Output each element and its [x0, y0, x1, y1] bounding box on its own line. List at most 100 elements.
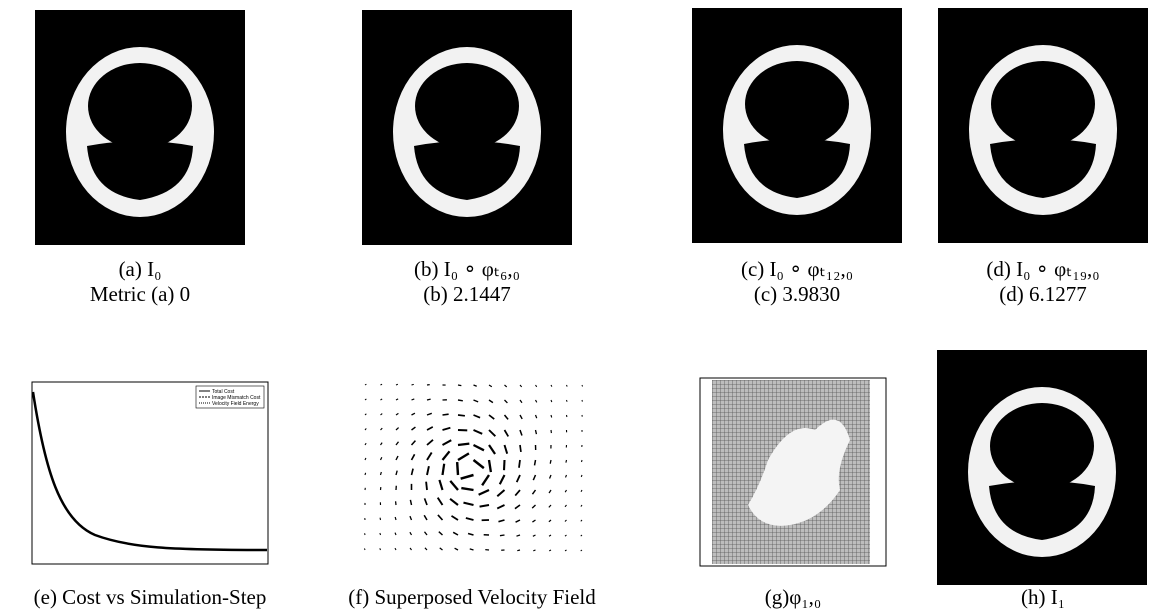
arrow [551, 400, 552, 402]
arrow [443, 464, 445, 475]
arrow [381, 384, 383, 385]
arrow [533, 535, 536, 536]
caption: (c) I₀ ∘ φₜ₁₂,₀ [741, 257, 853, 281]
arrow [536, 400, 537, 402]
arrow [395, 548, 396, 550]
arrow [520, 430, 522, 435]
arrow [412, 427, 416, 430]
arrow [520, 445, 521, 452]
arrow [520, 385, 522, 387]
arrow [515, 490, 520, 496]
arrow [427, 427, 433, 430]
arrow [410, 548, 411, 550]
arrow [532, 505, 535, 508]
cost-plot: Total Cost Image Mismatch Cost Velocity … [32, 382, 268, 564]
arrow [425, 498, 427, 505]
arrow [550, 475, 551, 479]
arrow [443, 414, 449, 415]
caption: (e) Cost vs Simulation-Step [34, 585, 267, 609]
arrow [381, 414, 383, 415]
caption: (g)φ₁,₀ [765, 585, 822, 609]
arrow [520, 400, 522, 403]
arrow [396, 413, 398, 415]
arrow [380, 548, 381, 550]
arrow [427, 452, 432, 460]
caption: (b) I₀ ∘ φₜ₆,₀ [414, 257, 520, 281]
arrow [500, 475, 505, 484]
arrow [443, 451, 450, 460]
arrow [365, 443, 366, 445]
arrow [565, 550, 566, 551]
arrow [412, 413, 415, 415]
arrow [458, 400, 463, 401]
image-c [692, 8, 902, 243]
arrow [516, 535, 520, 536]
arrow [466, 518, 474, 520]
arrow [505, 385, 507, 387]
arrow [489, 460, 491, 472]
arrow [438, 515, 443, 520]
arrow [410, 532, 412, 535]
arrow [505, 430, 509, 436]
arrow [426, 482, 427, 490]
arrow [517, 550, 520, 551]
arrow [458, 453, 469, 460]
arrow [567, 385, 568, 387]
arrow [440, 548, 443, 550]
arrow [505, 415, 509, 419]
arrow [450, 499, 458, 505]
metric: (b) 2.1447 [423, 282, 511, 306]
arrow [482, 475, 489, 485]
arrow [565, 490, 566, 492]
arrow [381, 428, 383, 430]
arrow [532, 490, 535, 494]
arrow [520, 415, 522, 419]
figure: (a) I₀ Metric (a) 0 (b) I₀ ∘ φₜ₆,₀ (b) 2… [0, 0, 1165, 612]
arrow [468, 533, 473, 535]
arrow [396, 399, 398, 400]
arrow [489, 415, 494, 419]
arrow [381, 399, 383, 400]
arrow [424, 532, 427, 535]
arrow [551, 415, 552, 418]
arrow [381, 472, 382, 475]
arrow [532, 520, 535, 522]
arrow [365, 473, 366, 475]
arrow [505, 400, 508, 403]
arrow [365, 458, 366, 460]
arrow [549, 550, 551, 551]
arrow [412, 399, 415, 400]
arrow [474, 430, 483, 434]
arrow [474, 460, 484, 468]
arrow [450, 481, 458, 490]
arrow [412, 441, 416, 445]
arrow [470, 549, 474, 550]
arrow [500, 535, 505, 536]
caption: (h) I₁ [1021, 585, 1065, 609]
arrow [515, 505, 520, 509]
arrow [581, 505, 582, 507]
arrow [396, 456, 398, 460]
arrow [443, 428, 451, 430]
arrow [550, 460, 551, 464]
caption: (a) I₀ [119, 257, 162, 281]
arrow [567, 400, 568, 402]
arrow [412, 469, 414, 475]
arrow [498, 520, 504, 522]
arrow [565, 520, 567, 521]
arrow [581, 490, 582, 492]
image-b [362, 10, 572, 245]
arrow [566, 460, 567, 463]
arrow [425, 548, 427, 550]
caption: (f) Superposed Velocity Field [348, 585, 596, 609]
arrow [461, 475, 474, 479]
arrow [395, 517, 396, 520]
arrow [427, 399, 431, 400]
arrow [412, 384, 414, 385]
arrow [565, 535, 567, 536]
legend-entry: Velocity Field Energy [212, 401, 259, 407]
arrow [549, 535, 551, 536]
arrow [516, 520, 520, 522]
arrow [396, 471, 397, 475]
arrow [427, 440, 433, 445]
